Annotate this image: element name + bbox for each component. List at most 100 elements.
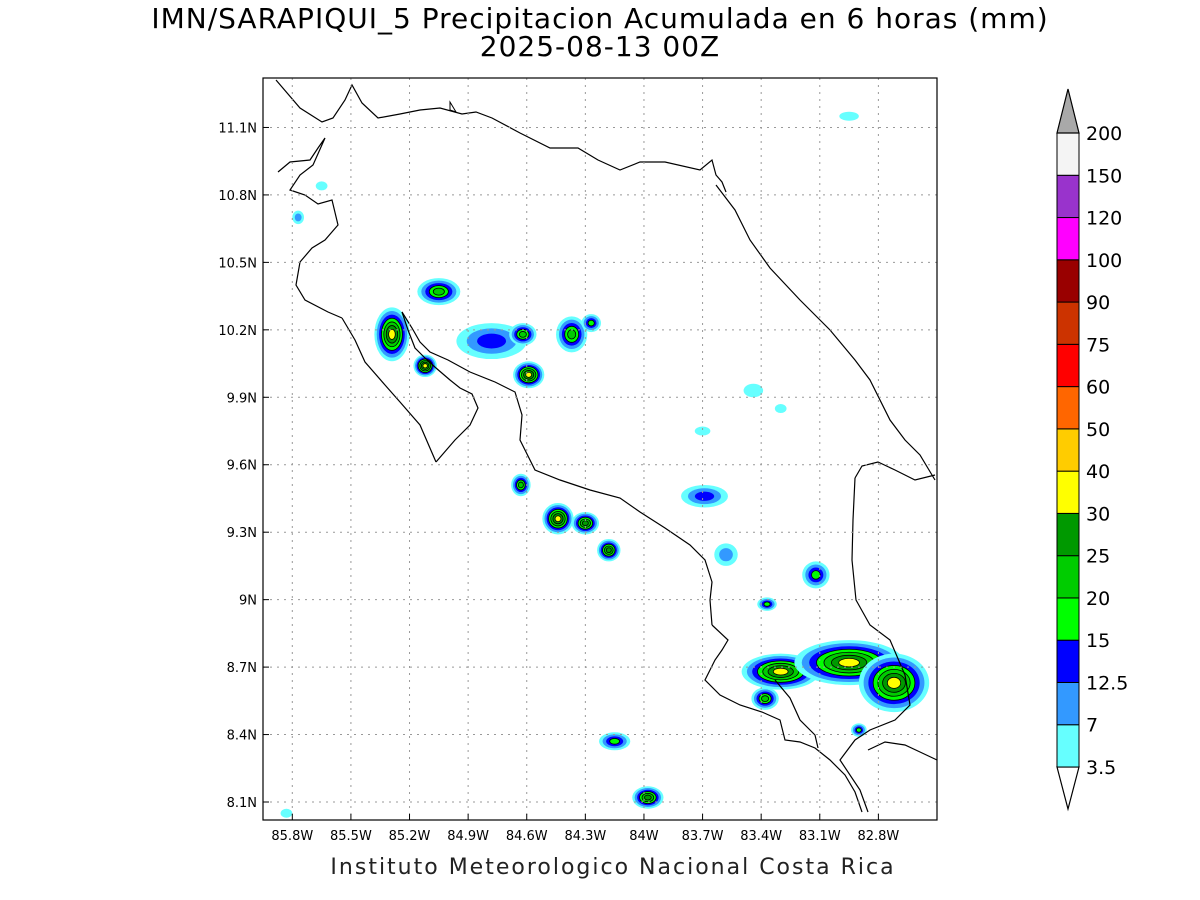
map-date: 2025-08-13 00Z	[479, 30, 721, 63]
colorbar-label: 20	[1086, 588, 1110, 610]
colorbar-swatch	[1056, 386, 1080, 430]
colorbar-swatch	[1056, 681, 1080, 726]
precip-cell	[802, 561, 830, 589]
precip-cell	[509, 323, 537, 346]
precip-contour	[644, 794, 652, 801]
precip-contour	[694, 491, 715, 501]
precip-contour	[774, 404, 787, 414]
y-tick-label: 8.1N	[227, 796, 257, 811]
precip-contour	[743, 383, 764, 398]
x-tick-label: 85.8W	[271, 829, 313, 844]
precip-cell	[292, 210, 305, 225]
colorbar-swatch	[1056, 217, 1080, 261]
coastline	[401, 311, 479, 463]
precip-cell	[751, 687, 779, 710]
colorbar-swatch	[1056, 470, 1080, 514]
x-tick-label: 84.9W	[447, 829, 489, 844]
colorbar-label: 90	[1086, 292, 1110, 314]
grid-layer	[263, 78, 937, 820]
colorbar-label: 12.5	[1086, 672, 1128, 694]
precip-contour	[811, 570, 821, 580]
precip-cell	[597, 538, 621, 562]
colorbar-label: 50	[1086, 419, 1110, 441]
precip-cell	[571, 511, 600, 535]
precip-contour	[719, 548, 733, 562]
precip-cell	[315, 181, 328, 191]
coastline-layer	[275, 79, 937, 813]
colorbar-swatch	[1056, 555, 1080, 599]
precip-cell	[280, 808, 293, 818]
precip-cell	[743, 383, 764, 398]
colorbar-label: 15	[1086, 630, 1110, 652]
precip-cell	[858, 653, 930, 713]
y-tick-label: 9.3N	[227, 526, 257, 541]
colorbar-label: 200	[1086, 123, 1122, 145]
colorbar-swatch	[1056, 428, 1080, 472]
colorbar-label: 40	[1086, 461, 1110, 483]
colorbar-label: 30	[1086, 503, 1110, 525]
colorbar-label: 25	[1086, 546, 1110, 568]
colorbar-upper-arrow	[1056, 88, 1080, 134]
precip-contour	[761, 695, 770, 702]
coastline	[854, 461, 936, 481]
precip-contour	[886, 676, 902, 689]
coastline	[704, 624, 863, 813]
precip-contour	[280, 808, 293, 818]
precip-contour	[554, 515, 562, 523]
colorbar-swatch	[1056, 512, 1080, 557]
colorbar-swatch	[1056, 259, 1080, 303]
x-tick-label: 85.5W	[330, 829, 372, 844]
precip-contour	[838, 657, 860, 668]
x-tick-label: 84.6W	[506, 829, 548, 844]
colorbar-swatch	[1056, 343, 1080, 388]
precip-contour	[517, 481, 524, 489]
precip-cell	[456, 323, 527, 360]
coastline	[715, 184, 936, 481]
precip-cell	[694, 426, 711, 436]
plot-frame	[262, 77, 938, 821]
y-tick-label: 9N	[239, 594, 257, 609]
precip-contour	[609, 738, 621, 745]
colorbar-swatch	[1056, 301, 1080, 345]
coastline	[839, 477, 911, 813]
precip-cell	[632, 786, 664, 809]
colorbar: 3.5 7 12.5 15 20 25 30 40 50 60 75 90 100 120 150 200	[1056, 88, 1128, 812]
precip-cell	[581, 314, 601, 333]
map-title: IMN/SARAPIQUI_5 Precipitacion Acumulada …	[151, 2, 1049, 35]
latitude-axis: 11.1N 10.8N 10.5N 10.2N 9.9N 9.6N 9.3N 9N 8.7N 8.…	[218, 121, 269, 811]
x-tick-label: 83.1W	[799, 829, 841, 844]
y-tick-label: 9.6N	[227, 459, 257, 474]
precip-contour	[477, 333, 507, 349]
colorbar-label: 7	[1086, 715, 1098, 737]
y-tick-label: 8.4N	[227, 729, 257, 744]
precipitation-layer	[280, 111, 930, 818]
y-tick-label: 8.7N	[227, 661, 257, 676]
precip-contour	[388, 328, 396, 340]
precip-contour	[763, 601, 771, 607]
coastline	[341, 317, 437, 463]
x-tick-label: 84.3W	[564, 829, 606, 844]
coastline	[867, 741, 937, 761]
precip-contour	[855, 727, 862, 733]
precip-cell	[542, 502, 574, 535]
colorbar-lower-arrow	[1056, 766, 1080, 812]
x-tick-label: 84W	[629, 829, 659, 844]
precip-contour	[772, 667, 789, 676]
coastline	[774, 679, 819, 749]
colorbar-swatch	[1056, 724, 1080, 768]
colorbar-label: 120	[1086, 208, 1122, 230]
y-tick-label: 10.2N	[218, 324, 257, 339]
precip-contour	[581, 520, 589, 527]
y-tick-label: 9.9N	[227, 391, 257, 406]
y-tick-label: 10.5N	[218, 256, 257, 271]
x-tick-label: 83.7W	[682, 829, 724, 844]
colorbar-label: 150	[1086, 165, 1122, 187]
precip-contour	[587, 319, 595, 327]
coastline	[275, 79, 727, 193]
x-tick-label: 85.2W	[389, 829, 431, 844]
colorbar-label: 100	[1086, 250, 1122, 272]
precip-cell	[556, 316, 588, 353]
footer-credit: Instituto Meteorologico Nacional Costa R…	[330, 855, 896, 880]
x-tick-label: 83.4W	[740, 829, 782, 844]
